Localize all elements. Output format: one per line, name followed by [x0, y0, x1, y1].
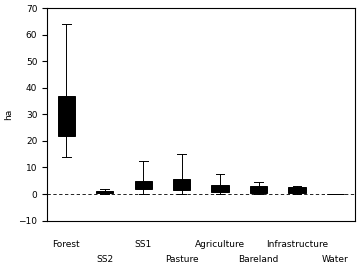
PathPatch shape	[250, 186, 267, 193]
Text: Infrastructure: Infrastructure	[266, 240, 328, 249]
Text: Bareland: Bareland	[239, 254, 279, 264]
Text: Water: Water	[322, 254, 349, 264]
Text: Pasture: Pasture	[165, 254, 198, 264]
Text: Agriculture: Agriculture	[195, 240, 245, 249]
Text: SS1: SS1	[135, 240, 152, 249]
Y-axis label: ha: ha	[4, 109, 13, 120]
Text: SS2: SS2	[96, 254, 113, 264]
PathPatch shape	[173, 179, 190, 190]
PathPatch shape	[289, 187, 306, 193]
PathPatch shape	[211, 185, 229, 192]
PathPatch shape	[135, 181, 152, 189]
PathPatch shape	[96, 190, 113, 193]
Text: Forest: Forest	[52, 240, 80, 249]
PathPatch shape	[58, 96, 75, 136]
